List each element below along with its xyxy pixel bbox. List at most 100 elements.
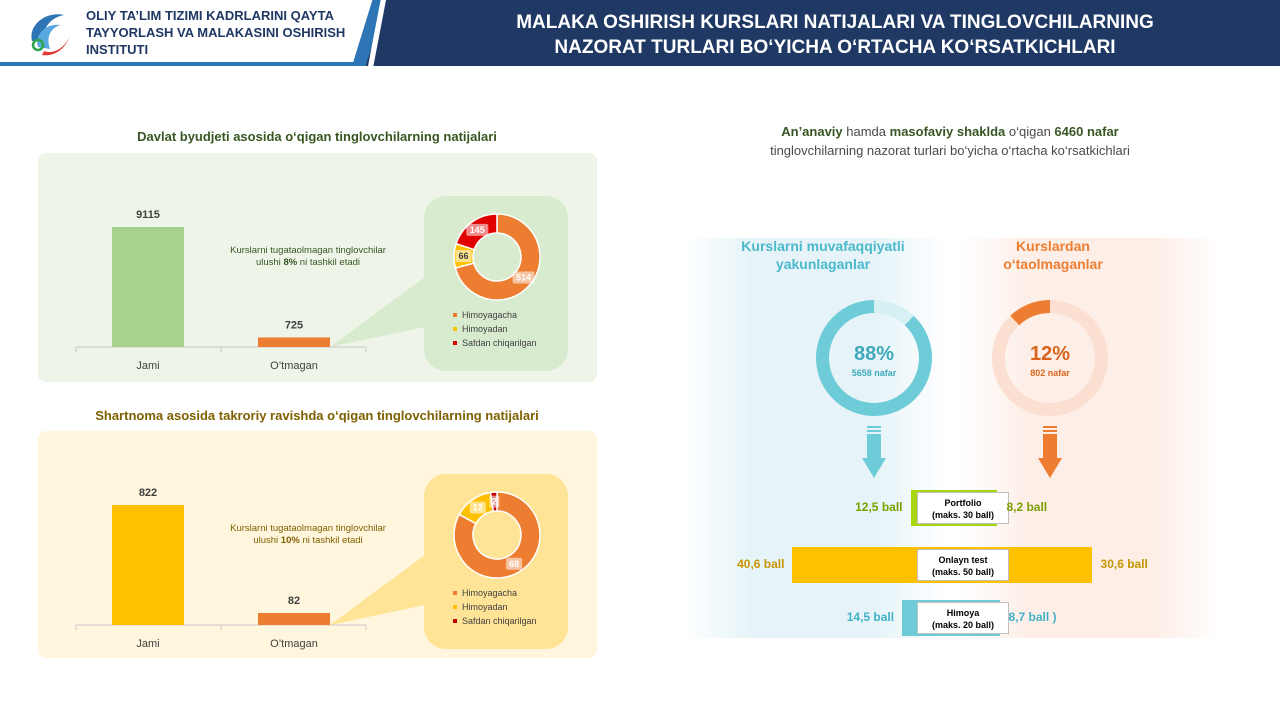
right-heading-bold-1: An’anaviy [781,124,843,139]
contract-note: Kurslarni tugataolmagan tinglovchilar ul… [228,523,388,547]
contract-donut-label: 2 [492,497,497,507]
failed-title-line-2: o‘taolmaganlar [1003,256,1103,272]
failed-arrow-shaft [1043,434,1057,458]
contract-donut-label-bg [489,495,500,508]
right-heading-text-2: o‘qigan [1005,124,1055,139]
budget-category-label: O’tmagan [270,360,318,372]
budget-note-post: ni tashkil etadi [297,257,361,268]
budget-bar [258,337,330,347]
failed-ball-label: 8,7 ball ) [1008,610,1057,624]
control-type-name: Himoya [946,608,980,618]
passed-ball-label: 12,5 ball [855,500,903,514]
budget-bar-value: 725 [285,319,303,331]
budget-legend-swatch [453,313,457,317]
budget-legend-swatch [453,341,457,345]
page-title-line-2: NAZORAT TURLARI BO‘YICHA O‘RTACHA KO‘RSA… [554,37,1116,58]
passed-ball-label: 14,5 ball [846,610,895,624]
failed-ring-count: 802 nafar [1030,368,1070,378]
budget-note-pre: ulushi [255,257,284,268]
contract-bar [258,613,330,625]
org-line-3: INSTITUTI [86,42,149,57]
contract-note-pre: ulushi [253,535,281,546]
passed-ring-count: 5658 nafar [852,368,897,378]
contract-legend-label: Himoyagacha [462,588,517,598]
contract-donut-label-bg [469,501,486,514]
right-heading-bold-2: masofaviy shaklda [889,124,1006,139]
institute-logo-icon [31,14,70,56]
budget-donut-label: 514 [516,272,531,282]
budget-legend-swatch [453,327,457,331]
right-heading-bold-3: 6460 nafar [1054,124,1119,139]
passed-arrow-line [867,430,881,432]
contract-donut-label: 12 [473,503,483,513]
contract-category-label: Jami [136,638,159,650]
page-title: MALAKA OSHIRISH KURSLARI NATIJALARI VA T… [400,10,1270,60]
org-line-1: OLIY TA’LIM TIZIMI KADRLARINI QAYTA [86,8,334,23]
failed-arrow-line [1043,426,1057,428]
budget-note-line-1: Kurslarni tugataolmagan tinglovchilar [230,245,386,256]
passed-ball-label: 40,6 ball [737,557,785,571]
budget-legend-label: Himoyagacha [462,310,517,320]
contract-note-line-2: ulushi 10% ni tashkil etadi [228,535,388,547]
passed-ring-percent: 88% [854,343,894,365]
budget-note-line-2: ulushi 8% ni tashkil etadi [228,257,388,269]
failed-ring-percent: 12% [1030,343,1070,365]
control-type-tag: Portfolio (maks. 30 ball) [917,492,1009,524]
contract-bar-value: 822 [139,487,157,499]
contract-legend-swatch [453,605,457,609]
contract-legend-label: Himoyadan [462,602,508,612]
failed-ball-label: 8,2 ball [1006,500,1048,514]
control-type-name: Onlayn test [938,555,988,565]
contract-bar-value: 82 [288,595,300,607]
passed-title-line-1: Kurslarni muvafaqqiyatli [741,238,905,254]
contract-donut-label-bg [506,557,523,570]
org-line-2: TAYYORLASH VA MALAKASINI OSHIRISH [86,25,346,40]
failed-title-line-1: Kurslardan [1016,238,1090,254]
passed-arrow-shaft [867,434,881,458]
page-title-line-1: MALAKA OSHIRISH KURSLARI NATIJALARI VA T… [516,12,1154,33]
budget-bar-value: 9115 [136,209,160,221]
budget-chart-svg: 9115 Jami 725 O’tmagan 514 66 145 Himoyagacha Hi… [75,196,568,372]
contract-chart-svg: 822 Jami 82 O’tmagan 68 12 2 Himoyagacha Himoyad… [75,474,568,650]
passed-down-arrow-icon [862,426,886,478]
contract-note-line-1: Kurslarni tugataolmagan tinglovchilar [230,523,386,534]
failed-down-arrow-icon [1038,426,1062,478]
contract-legend-swatch [453,619,457,623]
budget-donut-label-bg [512,271,535,284]
contract-bar [112,505,184,625]
budget-bar [112,227,184,347]
control-type-name: Portfolio [944,498,982,508]
budget-callout-wedge [330,263,444,347]
control-type-max: (maks. 50 ball) [931,567,995,577]
contract-donut-label: 68 [509,559,519,569]
right-heading-text-1: hamda [842,124,890,139]
budget-section-title: Davlat byudjeti asosida o‘qigan tinglovc… [137,129,497,144]
passed-arrow-head [862,458,886,478]
header-underline [0,62,360,66]
failed-column-title: Kurslardan o‘taolmaganlar [943,237,1163,273]
budget-donut-label-bg [455,250,472,263]
budget-note-percent: 8% [283,257,298,268]
passed-column-title: Kurslarni muvafaqqiyatli yakunlaganlar [713,237,933,273]
contract-note-percent: 10% [280,535,300,546]
failed-ball-label: 30,6 ball [1100,557,1148,571]
contract-legend-label: Safdan chiqarilgan [462,616,537,626]
right-heading-line-2: tinglovchilarning nazorat turlari bo‘yic… [770,143,1130,158]
passed-arrow-line [867,426,881,428]
contract-donut-slice [453,491,541,579]
contract-callout-wedge [330,541,444,625]
control-type-max: (maks. 20 ball) [931,620,995,630]
right-heading-line-1: An’anaviy hamda masofaviy shaklda o‘qiga… [690,122,1210,141]
budget-legend-label: Himoyadan [462,324,508,334]
passed-title-line-2: yakunlaganlar [775,256,871,272]
control-type-max: (maks. 30 ball) [931,510,995,520]
contract-panel: 822 Jami 82 O’tmagan 68 12 2 Himoyagacha Himoyad… [38,431,597,658]
contract-note-post: ni tashkil etadi [299,535,363,546]
failed-arrow-head [1038,458,1062,478]
organization-name: OLIY TA’LIM TIZIMI KADRLARINI QAYTA TAYY… [86,7,356,58]
control-type-tag: Himoya (maks. 20 ball) [917,602,1009,634]
budget-note: Kurslarni tugataolmagan tinglovchilar ul… [228,245,388,269]
budget-donut-label-bg [466,223,489,236]
control-type-tag: Onlayn test (maks. 50 ball) [917,549,1009,581]
